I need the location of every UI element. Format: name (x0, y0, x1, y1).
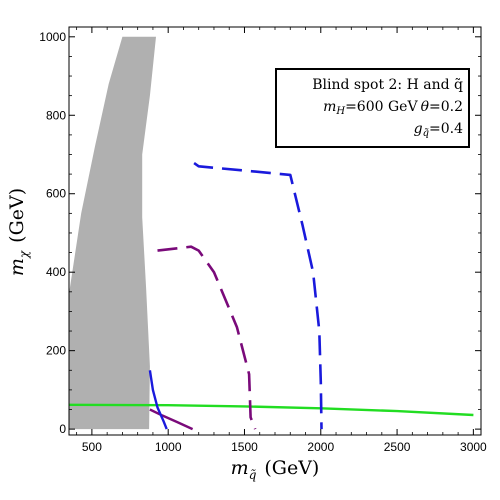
series-line-4 (149, 408, 194, 431)
y-tick-label: 400 (46, 265, 66, 279)
series-line-2 (193, 162, 323, 430)
x-tick-label: 500 (82, 440, 102, 454)
x-axis-title-unit: (GeV) (264, 457, 319, 479)
x-axis-title: mq̃ (GeV) (231, 457, 320, 482)
x-axis-title-symbol: m (231, 457, 249, 479)
y-tick-label: 800 (46, 108, 66, 122)
legend-line-1: Blind spot 2: H and q̃ (312, 77, 463, 93)
x-tick-label: 1000 (155, 440, 182, 454)
excluded-region (69, 36, 156, 430)
y-axis-title-symbol: m (6, 258, 28, 276)
legend-box (275, 68, 470, 148)
legend: Blind spot 2: H and q̃ mH=600 GeV θ=0.2 g… (275, 68, 470, 148)
x-tick-label: 1500 (231, 440, 258, 454)
legend-line-2: mH=600 GeV θ=0.2 (323, 99, 463, 117)
x-tick-label: 2500 (384, 440, 411, 454)
y-axis-title-unit: (GeV) (6, 188, 28, 243)
y-axis-title: mχ (GeV) (6, 188, 31, 276)
legend-line-3: gq̃=0.4 (414, 121, 463, 139)
y-tick-label: 1000 (39, 30, 66, 44)
series-line-1 (69, 403, 474, 417)
y-tick-label: 200 (46, 344, 66, 358)
x-tick-label: 3000 (460, 440, 487, 454)
y-axis-title-subscript: χ (17, 250, 31, 259)
series-line-3 (157, 245, 257, 430)
x-tick-label: 2000 (307, 440, 334, 454)
y-tick-label: 0 (59, 422, 66, 436)
y-tick-label: 600 (46, 187, 66, 201)
x-axis-title-subscript: q̃ (249, 468, 257, 482)
series-line-5 (148, 370, 168, 430)
